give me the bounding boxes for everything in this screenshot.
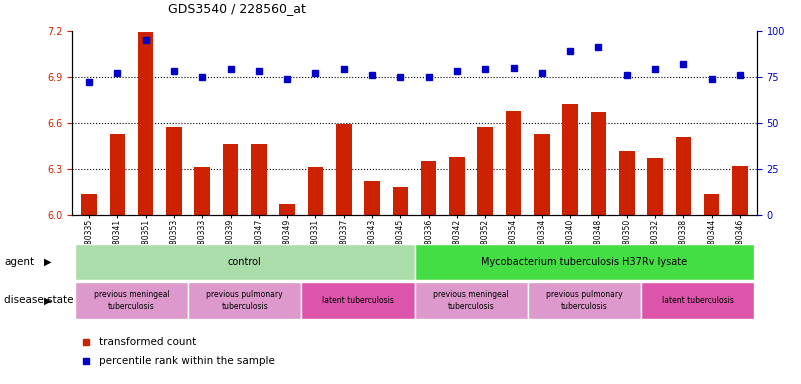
- Text: transformed count: transformed count: [99, 337, 197, 347]
- Bar: [336, 124, 352, 215]
- Bar: [528, 282, 641, 319]
- Text: previous meningeal
tuberculosis: previous meningeal tuberculosis: [433, 290, 509, 311]
- Bar: [110, 134, 125, 215]
- Bar: [280, 204, 295, 215]
- Bar: [251, 144, 267, 215]
- Text: previous meningeal
tuberculosis: previous meningeal tuberculosis: [94, 290, 169, 311]
- Text: agent: agent: [4, 257, 34, 267]
- Bar: [308, 167, 324, 215]
- Bar: [421, 161, 437, 215]
- Bar: [647, 158, 663, 215]
- Text: latent tuberculosis: latent tuberculosis: [662, 296, 734, 305]
- Bar: [675, 137, 691, 215]
- Bar: [364, 181, 380, 215]
- Bar: [75, 282, 188, 319]
- Text: percentile rank within the sample: percentile rank within the sample: [99, 356, 276, 366]
- Bar: [138, 32, 154, 215]
- Bar: [562, 104, 578, 215]
- Text: previous pulmonary
tuberculosis: previous pulmonary tuberculosis: [546, 290, 622, 311]
- Text: Mycobacterium tuberculosis H37Rv lysate: Mycobacterium tuberculosis H37Rv lysate: [481, 257, 687, 267]
- Bar: [195, 167, 210, 215]
- Bar: [415, 282, 528, 319]
- Bar: [301, 282, 415, 319]
- Bar: [534, 134, 549, 215]
- Bar: [188, 282, 301, 319]
- Bar: [415, 244, 754, 280]
- Text: ▶: ▶: [44, 257, 51, 267]
- Text: latent tuberculosis: latent tuberculosis: [322, 296, 394, 305]
- Text: previous pulmonary
tuberculosis: previous pulmonary tuberculosis: [207, 290, 283, 311]
- Bar: [732, 166, 748, 215]
- Bar: [81, 194, 97, 215]
- Bar: [641, 282, 754, 319]
- Bar: [223, 144, 239, 215]
- Text: disease state: disease state: [4, 295, 74, 306]
- Bar: [166, 127, 182, 215]
- Bar: [449, 157, 465, 215]
- Bar: [619, 151, 634, 215]
- Text: GDS3540 / 228560_at: GDS3540 / 228560_at: [168, 2, 306, 15]
- Bar: [704, 194, 719, 215]
- Bar: [75, 244, 415, 280]
- Bar: [505, 111, 521, 215]
- Bar: [590, 112, 606, 215]
- Text: ▶: ▶: [44, 295, 51, 306]
- Bar: [477, 127, 493, 215]
- Bar: [392, 187, 409, 215]
- Text: control: control: [227, 257, 262, 267]
